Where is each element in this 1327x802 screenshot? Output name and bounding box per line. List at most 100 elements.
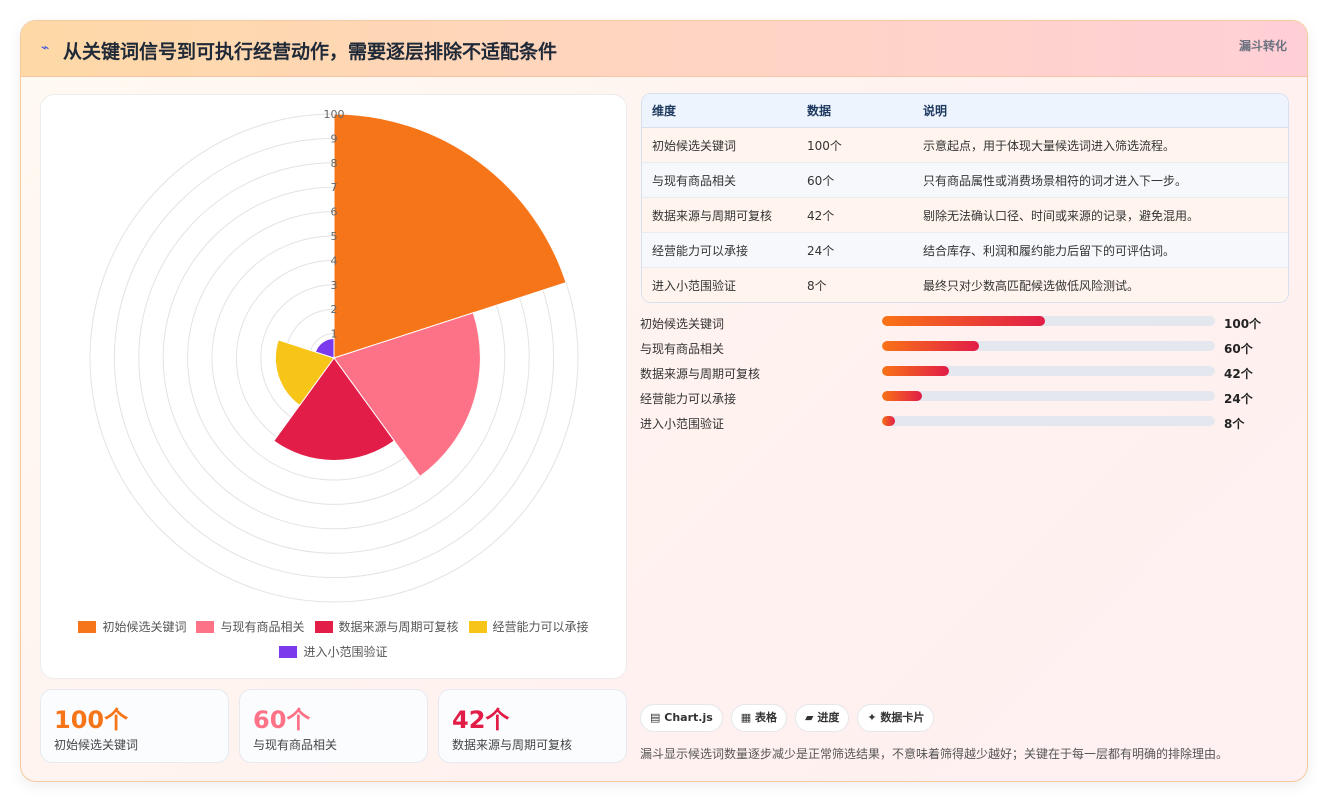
table-cell: 24个 (797, 232, 913, 268)
legend-label: 初始候选关键词 (102, 620, 187, 634)
polar-chart-panel: 1 2 3 4 5 6 7 8 9 100 初始候选关键词 与现有商品相关 数据来源与周期可复核 经营能… (40, 94, 627, 679)
stat-number: 100个 (54, 706, 129, 734)
main-card: ⌁ 从关键词信号到可执行经营动作，需要逐层排除不适配条件 漏斗转化 1 2 3 4 5 6… (20, 20, 1308, 782)
legend-item[interactable]: 与现有商品相关 (196, 618, 305, 635)
progress-value: 24个 (1224, 392, 1253, 406)
chip-data-card[interactable]: ✦ 数据卡片 (857, 704, 935, 732)
progress-value: 8个 (1224, 417, 1245, 431)
r-tick-label: 7 (331, 181, 338, 194)
legend-item[interactable]: 经营能力可以承接 (468, 618, 589, 635)
data-table: 维度 数据 说明 初始候选关键词 100个 示意起点，用于体现大量候选词进入筛选… (641, 93, 1289, 303)
table-cell: 进入小范围验证 (642, 267, 797, 302)
chart-icon: ▤ (650, 711, 661, 724)
table-header-description: 说明 (913, 94, 1288, 128)
progress-track (882, 341, 1215, 351)
table-row: 初始候选关键词 100个 示意起点，用于体现大量候选词进入筛选流程。 (642, 127, 1288, 163)
table-cell: 数据来源与周期可复核 (642, 197, 797, 233)
table-cell: 经营能力可以承接 (642, 232, 797, 268)
r-tick-label: 4 (331, 254, 338, 267)
polar-slice[interactable] (333, 113, 567, 359)
progress-value: 60个 (1224, 342, 1253, 356)
legend-swatch (468, 620, 487, 633)
legend-item[interactable]: 进入小范围验证 (279, 643, 388, 660)
legend-swatch (78, 620, 97, 633)
r-tick-label: 5 (331, 230, 338, 243)
chip-progress[interactable]: ▰ 进度 (795, 704, 850, 732)
progress-list: 初始候选关键词 100个 与现有商品相关 60个 数据来源与周期可复核 42个 … (640, 313, 1280, 438)
r-tick-label: 8 (331, 157, 338, 170)
legend-label: 数据来源与周期可复核 (338, 620, 459, 634)
progress-fill (882, 416, 896, 426)
progress-label: 数据来源与周期可复核 (640, 367, 761, 381)
progress-track (882, 366, 1215, 376)
table-cell: 只有商品属性或消费场景相符的词才进入下一步。 (913, 162, 1288, 198)
progress-track (882, 316, 1215, 326)
table-row: 进入小范围验证 8个 最终只对少数高匹配候选做低风险测试。 (642, 267, 1288, 302)
legend-label: 与现有商品相关 (220, 620, 305, 634)
r-tick-label: 1 (331, 328, 338, 341)
polar-area-chart: 1 2 3 4 5 6 7 8 9 100 (89, 108, 579, 603)
stat-number: 42个 (452, 706, 510, 734)
table-header-data: 数据 (797, 94, 913, 128)
feature-chips: ▤ Chart.js ▦ 表格 ▰ 进度 ✦ 数据卡片 (640, 704, 935, 732)
funnel-tag: 漏斗转化 (1238, 39, 1287, 53)
progress-fill (882, 316, 1046, 326)
table-cell: 最终只对少数高匹配候选做低风险测试。 (913, 267, 1288, 302)
stat-card: 100个 初始候选关键词 (40, 689, 229, 763)
progress-fill (882, 391, 922, 401)
table-header-row: 维度 数据 说明 (642, 94, 1288, 128)
legend-label: 经营能力可以承接 (492, 620, 589, 634)
sparkle-icon: ✦ (867, 711, 877, 724)
stat-label: 初始候选关键词 (54, 738, 139, 752)
r-tick-label: 3 (331, 279, 338, 292)
chip-label: Chart.js (664, 711, 713, 724)
table-icon: ▦ (740, 711, 752, 724)
progress-fill (882, 366, 949, 376)
table-cell: 42个 (797, 197, 913, 233)
table-cell: 剔除无法确认口径、时间或来源的记录，避免混用。 (913, 197, 1288, 233)
chip-table[interactable]: ▦ 表格 (730, 704, 788, 732)
progress-row: 数据来源与周期可复核 42个 (640, 363, 1280, 388)
table-row: 经营能力可以承接 24个 结合库存、利润和履约能力后留下的可评估词。 (642, 232, 1288, 268)
chip-chartjs[interactable]: ▤ Chart.js (640, 704, 723, 732)
legend-swatch (279, 645, 298, 658)
r-tick-label: 2 (331, 303, 338, 316)
legend-swatch (314, 620, 333, 633)
polar-slice[interactable] (273, 357, 395, 461)
progress-fill (882, 341, 979, 351)
progress-track (882, 416, 1215, 426)
progress-row: 进入小范围验证 8个 (640, 413, 1280, 438)
progress-icon: ▰ (805, 711, 814, 724)
chip-label: 数据卡片 (880, 711, 925, 724)
progress-row: 初始候选关键词 100个 (640, 313, 1280, 338)
progress-label: 经营能力可以承接 (640, 392, 737, 406)
legend-swatch (196, 620, 215, 633)
stat-label: 数据来源与周期可复核 (452, 738, 573, 752)
r-tick-label: 9 (331, 132, 338, 145)
chart-legend: 初始候选关键词 与现有商品相关 数据来源与周期可复核 经营能力可以承接进入小范围验证 (41, 618, 626, 660)
stat-number: 60个 (253, 706, 311, 734)
page-title: 从关键词信号到可执行经营动作，需要逐层排除不适配条件 (63, 41, 558, 63)
progress-row: 经营能力可以承接 24个 (640, 388, 1280, 413)
table-header-dimension: 维度 (642, 94, 797, 128)
progress-label: 进入小范围验证 (640, 417, 725, 431)
chip-label: 进度 (817, 711, 840, 724)
progress-row: 与现有商品相关 60个 (640, 338, 1280, 363)
table-cell: 示意起点，用于体现大量候选词进入筛选流程。 (913, 127, 1288, 163)
table-cell: 结合库存、利润和履约能力后留下的可评估词。 (913, 232, 1288, 268)
polar-slice[interactable] (333, 312, 481, 478)
legend-item[interactable]: 数据来源与周期可复核 (314, 618, 459, 635)
polar-slice[interactable] (274, 339, 335, 407)
stat-label: 与现有商品相关 (253, 738, 338, 752)
table-cell: 60个 (797, 162, 913, 198)
polar-slice[interactable] (314, 337, 335, 359)
table-cell: 100个 (797, 127, 913, 163)
legend-item[interactable]: 初始候选关键词 (78, 618, 186, 635)
header-bar: ⌁ 从关键词信号到可执行经营动作，需要逐层排除不适配条件 漏斗转化 (21, 21, 1307, 77)
stat-card: 42个 数据来源与周期可复核 (438, 689, 627, 763)
progress-label: 与现有商品相关 (640, 342, 725, 356)
signal-icon: ⌁ (41, 40, 50, 56)
footnote: 漏斗显示候选词数量逐步减少是正常筛选结果，不意味着筛得越少越好；关键在于每一层都… (640, 747, 1229, 761)
r-tick-label: 100 (324, 108, 345, 121)
legend-label: 进入小范围验证 (303, 645, 388, 659)
